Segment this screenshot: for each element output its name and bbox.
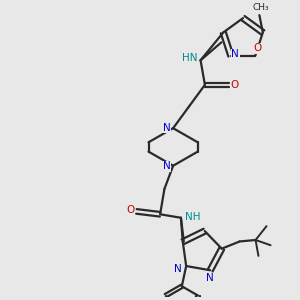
- Text: N: N: [206, 273, 214, 284]
- Text: O: O: [126, 205, 134, 215]
- Text: N: N: [163, 123, 171, 133]
- Text: O: O: [254, 44, 262, 53]
- Text: NH: NH: [185, 212, 201, 222]
- Text: HN: HN: [182, 53, 197, 63]
- Text: N: N: [163, 161, 171, 171]
- Text: N: N: [174, 265, 182, 275]
- Text: N: N: [231, 49, 239, 59]
- Text: CH₃: CH₃: [253, 2, 269, 11]
- Text: O: O: [231, 80, 239, 90]
